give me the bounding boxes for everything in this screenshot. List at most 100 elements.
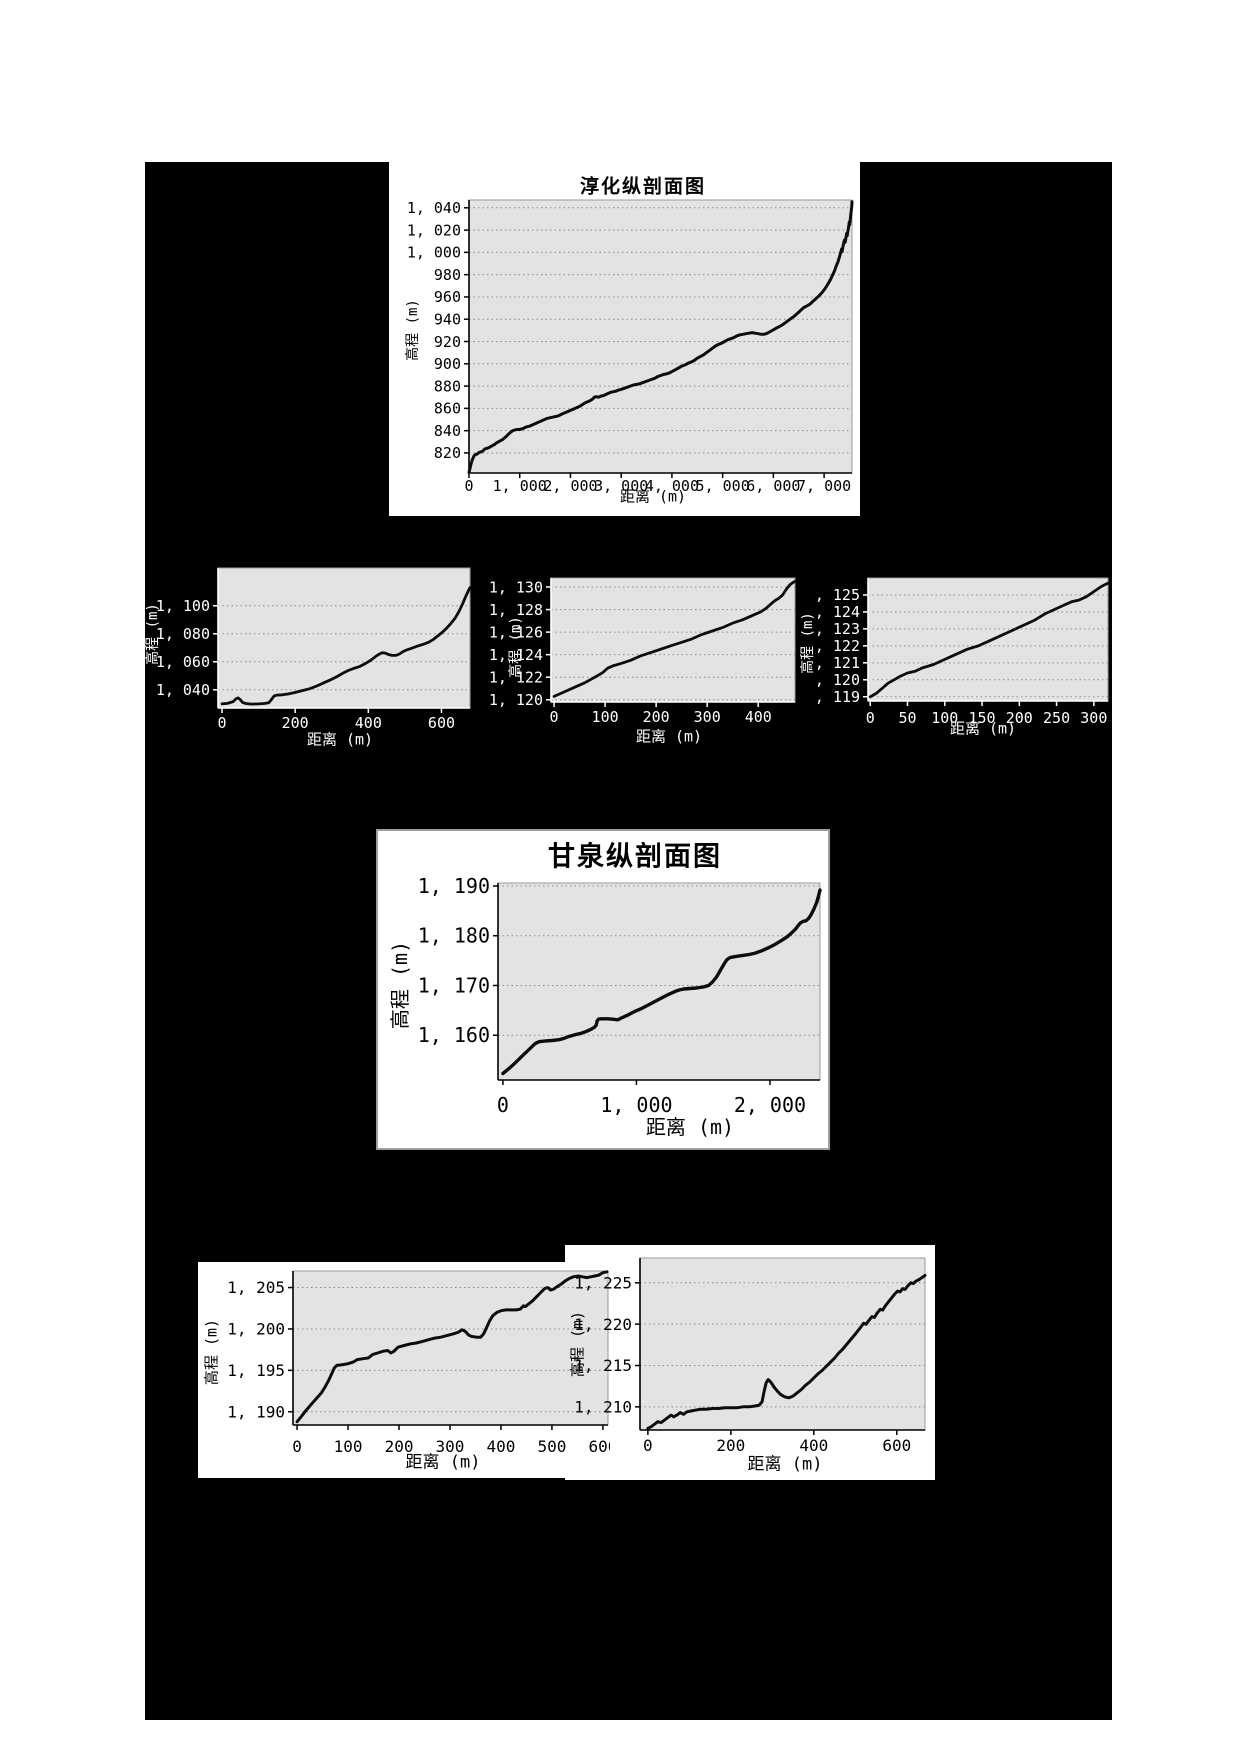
small-profile-1-x-axis-label: 距离 (m) bbox=[306, 730, 374, 749]
x-tick-label: 600 bbox=[882, 1436, 911, 1455]
y-tick-label: 1, 190 bbox=[227, 1402, 285, 1421]
x-tick-label: 3, 000 bbox=[594, 477, 648, 495]
y-tick-label: 840 bbox=[434, 422, 461, 440]
small-profile-1-plot: 1, 040 1, 060 1, 080 1, 100 0 200 400 600 bbox=[156, 567, 472, 732]
small-profile-1-plot-area bbox=[217, 567, 471, 709]
chunhua-profile-chart: 820 840 860 880 900 920 940 960 980 1, 000 1, 020 1… bbox=[389, 162, 860, 516]
small-profile-4-chart: 1, 190 1, 195 1, 200 1, 205 0 100 200 300 400 500… bbox=[198, 1262, 610, 1478]
x-tick-label: 200 bbox=[385, 1437, 414, 1456]
y-tick-label: 1, 123 bbox=[815, 620, 860, 638]
y-tick-label: 1, 120 bbox=[815, 671, 860, 689]
y-tick-label: 1, 170 bbox=[418, 973, 490, 997]
elevation-profile-line bbox=[646, 1273, 927, 1430]
small-profile-3-plot-area bbox=[867, 577, 1109, 702]
x-tick-label: 2, 000 bbox=[543, 477, 597, 495]
chunhua-y-axis-label: 高程 (m) bbox=[405, 299, 421, 361]
x-tick-label: 200 bbox=[1006, 709, 1033, 727]
ganquan-title: 甘泉纵剖面图 bbox=[548, 841, 722, 873]
y-tick-label: 1, 020 bbox=[407, 221, 461, 239]
ganquan-x-axis-label: 距离 (m) bbox=[645, 1115, 735, 1139]
x-tick-label: 500 bbox=[537, 1437, 566, 1456]
x-tick-label: 250 bbox=[1043, 709, 1070, 727]
y-tick-label: 1, 040 bbox=[407, 199, 461, 217]
y-tick-label: 860 bbox=[434, 400, 461, 418]
x-tick-label: 2, 000 bbox=[734, 1093, 806, 1117]
small-profile-2-y-axis-label: 高程 (m) bbox=[508, 616, 524, 678]
x-tick-label: 400 bbox=[487, 1437, 516, 1456]
elevation-profile-line bbox=[501, 888, 822, 1076]
x-tick-label: 400 bbox=[355, 714, 382, 732]
y-tick-label: 820 bbox=[434, 444, 461, 462]
small-profile-5-plot-area bbox=[639, 1257, 926, 1431]
y-tick-label: 1, 100 bbox=[156, 597, 210, 615]
chunhua-title: 淳化纵剖面图 bbox=[579, 175, 707, 198]
x-tick-label: 7, 000 bbox=[797, 477, 851, 495]
y-tick-label: 1, 060 bbox=[156, 653, 210, 671]
small-profile-4-plot: 1, 190 1, 195 1, 200 1, 205 0 100 200 300 400 500… bbox=[227, 1270, 610, 1456]
y-tick-label: 1, 210 bbox=[574, 1397, 632, 1416]
x-tick-label: 4, 000 bbox=[645, 477, 699, 495]
ganquan-profile-plot-area bbox=[497, 882, 821, 1081]
ganquan-profile-chart: 1, 160 1, 170 1, 180 1, 190 0 1, 000 2, 000 bbox=[376, 829, 830, 1150]
chunhua-profile-plot: 820 840 860 880 900 920 940 960 980 1, 000 1, 020 1… bbox=[407, 199, 854, 495]
x-tick-label: 200 bbox=[716, 1436, 745, 1455]
y-tick-label: 1, 122 bbox=[489, 668, 543, 686]
y-tick-label: 1, 220 bbox=[574, 1315, 632, 1334]
x-tick-label: 100 bbox=[931, 709, 958, 727]
small-profile-2-x-axis-label: 距离 (m) bbox=[635, 727, 703, 746]
ganquan-y-axis-label: 高程 (m) bbox=[388, 940, 412, 1030]
y-tick-label: 920 bbox=[434, 333, 461, 351]
y-tick-label: 1, 040 bbox=[156, 681, 210, 699]
small-profile-2-chart: 1, 120 1, 122 1, 124 1, 126 1, 128 1, 130 0 100… bbox=[480, 555, 800, 755]
y-tick-label: 900 bbox=[434, 355, 461, 373]
x-tick-label: 0 bbox=[218, 714, 227, 732]
elevation-profile-line bbox=[467, 200, 854, 474]
y-tick-label: 1, 205 bbox=[227, 1278, 285, 1297]
small-profile-3-x-axis-label: 距离 (m) bbox=[949, 719, 1017, 738]
y-tick-label: 1, 200 bbox=[227, 1320, 285, 1339]
x-tick-label: 5, 000 bbox=[696, 477, 750, 495]
small-profile-5-x-axis-label: 距离 (m) bbox=[747, 1454, 823, 1475]
y-tick-label: 1, 000 bbox=[407, 244, 461, 262]
x-tick-label: 6, 000 bbox=[746, 477, 800, 495]
elevation-profile-line bbox=[868, 581, 1110, 699]
y-tick-label: 1, 126 bbox=[489, 623, 543, 641]
x-tick-label: 0 bbox=[292, 1437, 302, 1456]
y-tick-label: 1, 130 bbox=[489, 578, 543, 596]
x-tick-label: 50 bbox=[898, 709, 916, 727]
x-tick-label: 400 bbox=[799, 1436, 828, 1455]
small-profile-5-chart: 1, 210 1, 215 1, 220 1, 225 0 200 400 600 bbox=[565, 1245, 935, 1480]
small-profile-2-plot-area bbox=[550, 577, 796, 703]
elevation-profile-line bbox=[220, 586, 472, 706]
small-profile-5-plot: 1, 210 1, 215 1, 220 1, 225 0 200 400 600 bbox=[574, 1257, 927, 1455]
y-tick-label: 1, 215 bbox=[574, 1356, 632, 1375]
x-tick-label: 300 bbox=[1080, 709, 1107, 727]
small-profile-2-plot: 1, 120 1, 122 1, 124 1, 126 1, 128 1, 130 0 100… bbox=[489, 577, 797, 726]
x-tick-label: 600 bbox=[428, 714, 455, 732]
chunhua-profile-plot-area bbox=[468, 199, 853, 474]
elevation-profile-line bbox=[552, 579, 797, 698]
elevation-profile-line bbox=[295, 1270, 609, 1424]
x-tick-label: 300 bbox=[694, 708, 721, 726]
y-tick-label: 1, 195 bbox=[227, 1361, 285, 1380]
small-profile-3-y-axis-label: 高程 (m) bbox=[800, 612, 816, 674]
y-tick-label: 1, 120 bbox=[489, 691, 543, 709]
small-profile-4-plot-area bbox=[292, 1270, 609, 1426]
y-tick-label: 1, 190 bbox=[418, 874, 490, 898]
y-tick-label: 880 bbox=[434, 377, 461, 395]
y-tick-label: 1, 128 bbox=[489, 601, 543, 619]
x-tick-label: 600 bbox=[588, 1437, 610, 1456]
y-tick-label: 940 bbox=[434, 310, 461, 328]
y-tick-label: 1, 080 bbox=[156, 625, 210, 643]
x-tick-label: 0 bbox=[866, 709, 875, 727]
x-tick-label: 200 bbox=[643, 708, 670, 726]
x-tick-label: 100 bbox=[592, 708, 619, 726]
x-tick-label: 0 bbox=[550, 708, 559, 726]
x-tick-label: 300 bbox=[436, 1437, 465, 1456]
x-tick-label: 200 bbox=[282, 714, 309, 732]
y-tick-label: 1, 180 bbox=[418, 924, 490, 948]
y-tick-label: 1, 160 bbox=[418, 1023, 490, 1047]
